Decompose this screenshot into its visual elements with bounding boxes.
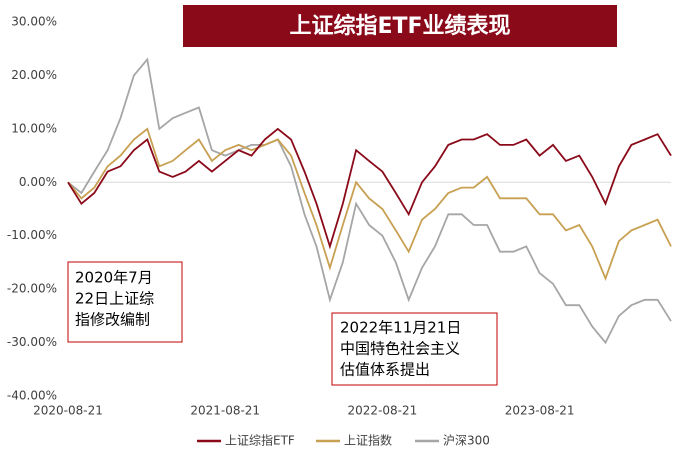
annotation-text: 2020年7月 <box>75 269 153 287</box>
y-tick-label: 0.00% <box>19 175 57 189</box>
series-line <box>67 57 672 345</box>
legend-label: 沪深300 <box>443 434 490 448</box>
annotation-box <box>67 261 183 343</box>
legend-label: 上证指数 <box>344 433 392 448</box>
x-tick-label: 2020-08-21 <box>33 404 103 418</box>
x-tick-label: 2022-08-21 <box>348 404 418 418</box>
annotation-text: 指修改编制 <box>75 311 150 329</box>
x-tick-label: 2023-08-21 <box>505 404 575 418</box>
y-tick-label: -20.00% <box>7 282 57 296</box>
x-tick-label: 2021-08-21 <box>190 404 260 418</box>
annotation-text: 2022年11月21日 <box>340 319 461 337</box>
title-box <box>183 5 617 47</box>
y-tick-label: 30.00% <box>11 15 57 29</box>
y-tick-label: -40.00% <box>7 389 57 403</box>
chart-title: 上证综指ETF业绩表现 <box>289 13 510 39</box>
annotation-text: 22日上证综 <box>75 290 154 308</box>
y-tick-label: -10.00% <box>7 228 57 242</box>
annotation-text: 估值体系提出 <box>340 361 430 379</box>
series-line <box>67 127 672 281</box>
annotation-box <box>331 312 498 386</box>
series-line <box>67 127 672 250</box>
legend-label: 上证综指ETF <box>225 433 295 448</box>
y-tick-label: 20.00% <box>11 68 57 82</box>
y-tick-label: 10.00% <box>11 121 57 135</box>
annotation-text: 中国特色社会主义 <box>340 340 460 358</box>
y-tick-label: -30.00% <box>7 335 57 349</box>
